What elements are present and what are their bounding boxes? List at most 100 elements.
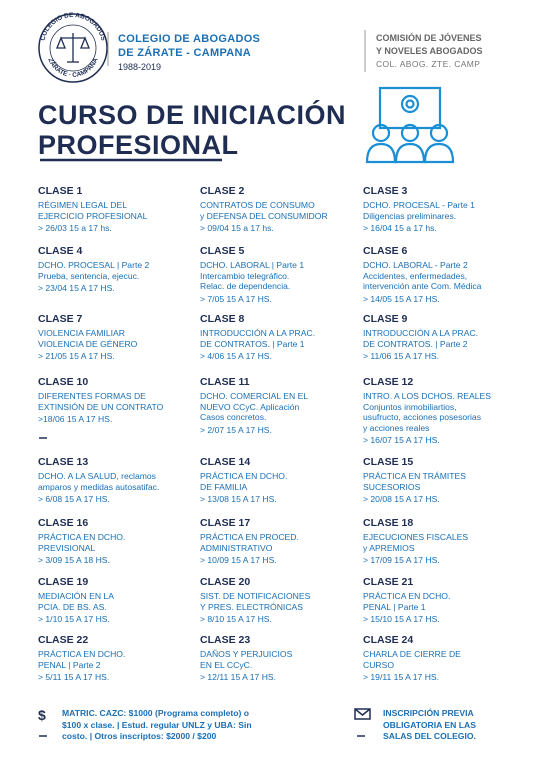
commission-line: COMISIÓN DE JÓVENES	[376, 33, 482, 43]
class-name: CLASE 13	[38, 456, 89, 468]
org-line: COLEGIO DE ABOGADOS	[118, 33, 261, 45]
class-name: CLASE 11	[200, 376, 250, 388]
class-item: CLASE 8 INTRODUCCIÓN A LA PRAC. DE CONTRAT…	[200, 313, 365, 362]
class-date: > 7/05 15 A 17 HS.	[200, 293, 272, 304]
class-date: > 20/08 15 A 17 HS.	[363, 494, 440, 504]
class-item: CLASE 19 MEDIACIÓN EN LA PCIA. DE BS. AS. >…	[38, 576, 203, 625]
class-topic: CURSO	[363, 659, 395, 670]
registration-line: SALAS DEL COLEGIO.	[383, 731, 476, 741]
class-date: > 16/04 15 a 17 hs.	[363, 223, 437, 233]
class-topic: CHARLA DE CIERRE DE	[363, 649, 461, 659]
class-topic: Relac. de dependencia.	[200, 281, 291, 291]
class-date: > 6/08 15 A 17 HS.	[38, 494, 110, 504]
class-date: > 19/11 15 A 17 HS.	[363, 672, 440, 682]
commission-sub: COL. ABOG. ZTE. CAMP	[376, 59, 481, 69]
class-topic: EJERCICIO PROFESIONAL	[38, 210, 148, 221]
class-item: CLASE 11 DCHO. COMERCIAL EN EL NUEVO CCyC.…	[200, 376, 365, 436]
class-topic: DCHO. PROCESAL - Parte 1	[363, 200, 475, 210]
class-topic: PRÁCTICA EN DCHO.	[363, 591, 451, 601]
class-item: CLASE 3 DCHO. PROCESAL - Parte 1 Diligenci…	[363, 185, 528, 234]
class-topic: PENAL | Parte 2	[38, 659, 101, 670]
class-icon	[365, 86, 455, 164]
class-item: CLASE 4 DCHO. PROCESAL | Parte 2 Prueba, s…	[38, 245, 203, 294]
class-topic: DE CONTRATOS. | Parte 1	[200, 338, 305, 349]
class-date: > 12/11 15 A 17 HS.	[200, 672, 277, 682]
class-topic: ADMINISTRATIVO	[200, 542, 273, 553]
class-topic: DCHO. COMERCIAL EN EL	[200, 391, 309, 401]
payment-line: MATRIC. CAZC: $1000 (Programa completo) …	[62, 708, 250, 718]
class-item: CLASE 14 PRÁCTICA EN DCHO. DE FAMILIA > 13/…	[200, 456, 365, 505]
class-topic: SUCESORIOS	[363, 481, 421, 492]
class-item: CLASE 13 DCHO. A LA SALUD, reclamos amparo…	[38, 456, 203, 505]
class-topic: DCHO. LABORAL - Parte 2	[363, 260, 468, 270]
payment-line: costo. | Otros inscriptos: $2000 / $200	[62, 731, 217, 741]
class-date: > 4/06 15 A 17 HS.	[200, 351, 272, 361]
class-item: CLASE 12 INTRO. A LOS DCHOS. REALES Conjun…	[363, 376, 528, 446]
class-date: > 14/05 15 A 17 HS.	[363, 293, 440, 304]
class-topic: PRÁCTICA EN TRÁMITES	[363, 471, 466, 481]
class-name: CLASE 18	[363, 517, 414, 529]
class-name: CLASE 16	[38, 517, 89, 529]
registration: INSCRIPCIÓN PREVIA OBLIGATORIA EN LAS SALA…	[383, 708, 476, 743]
class-date: >18/06 15 A 17 HS.	[38, 414, 113, 424]
class-date: > 26/03 15 a 17 hs.	[38, 223, 112, 233]
class-date: > 10/09 15 A 17 HS.	[200, 555, 277, 565]
class-topic: PRÁCTICA EN PROCED.	[200, 532, 299, 542]
seal-inner	[49, 24, 97, 72]
class-name: CLASE 10	[38, 376, 89, 388]
payment: MATRIC. CAZC: $1000 (Programa completo) …	[62, 708, 252, 743]
class-name: CLASE 21	[363, 576, 414, 588]
class-item: CLASE 22 PRÁCTICA EN DCHO. PENAL | Parte 2…	[38, 634, 203, 683]
class-topic: DCHO. LABORAL | Parte 1	[200, 260, 305, 270]
registration-line: OBLIGATORIA EN LAS	[383, 719, 476, 730]
class-item: CLASE 10 DIFERENTES FORMAS DE EXTINSIÓN DE…	[38, 376, 203, 425]
class-name: CLASE 19	[38, 576, 89, 588]
class-topic: Intercambio telegráfico.	[200, 270, 290, 281]
class-item: CLASE 16 PRÁCTICA EN DCHO. PREVISIONAL > 3/…	[38, 517, 203, 566]
class-item: CLASE 7 VIOLENCIA FAMILIAR VIOLENCIA DE GÉ…	[38, 313, 203, 362]
class-name: CLASE 24	[363, 634, 414, 646]
class-item: CLASE 18 EJECUCIONES FISCALES y APREMIOS > …	[363, 517, 528, 566]
class-topic: MEDIACIÓN EN LA	[38, 591, 114, 601]
years: 1988-2019	[118, 62, 162, 72]
class-date: > 2/07 15 A 17 HS.	[200, 424, 272, 435]
class-name: CLASE 15	[363, 456, 414, 468]
class-topic: DE FAMILIA	[200, 481, 248, 492]
class-date: > 21/05 15 A 17 HS.	[38, 351, 115, 361]
class-topic: Diligencias preliminares.	[363, 210, 457, 221]
class-topic: EJECUCIONES FISCALES	[363, 532, 469, 542]
class-topic: amparos y medidas autosatifac.	[38, 481, 160, 492]
commission: COMISIÓN DE JÓVENES Y NOVELES ABOGADOS	[376, 32, 483, 58]
class-item: CLASE 1 RÉGIMEN LEGAL DEL EJERCICIO PROFES…	[38, 185, 203, 234]
class-name: CLASE 23	[200, 634, 251, 646]
class-name: CLASE 4	[38, 245, 83, 257]
class-topic: INTRODUCCIÓN A LA PRAC.	[363, 328, 479, 338]
class-item: CLASE 17 PRÁCTICA EN PROCED. ADMINISTRATIV…	[200, 517, 365, 566]
class-topic: Conjuntos inmobiliartios,	[363, 401, 457, 412]
class-topic: EXTINSIÓN DE UN CONTRATO	[38, 401, 164, 412]
class-topic: DCHO. A LA SALUD, reclamos	[38, 471, 156, 481]
class-topic: SIST. DE NOTIFICACIONES	[200, 591, 311, 601]
class-date: > 16/07 15 A 17 HS.	[363, 435, 440, 445]
org-line: DE ZÁRATE - CAMPANA	[118, 47, 252, 59]
class-topic: Prueba, sentencia, ejecuc.	[38, 270, 140, 281]
class-topic: VIOLENCIA FAMILIAR	[38, 328, 125, 338]
class-item: CLASE 23 DAÑOS Y PERJUICIOS EN EL CCyC. > 1…	[200, 634, 365, 683]
class-topic: intervención ante Com. Médica	[363, 281, 482, 291]
class-date: > 09/04 15 a 17 hs.	[200, 223, 274, 233]
class-item: CLASE 15 PRÁCTICA EN TRÁMITES SUCESORIOS > …	[363, 456, 528, 505]
class-topic: PENAL | Parte 1	[363, 601, 426, 612]
class-topic: Y PRES. ELECTRÓNICAS	[200, 601, 303, 612]
class-name: CLASE 8	[200, 313, 245, 325]
class-topic: DIFERENTES FORMAS DE	[38, 391, 146, 401]
class-item: CLASE 5 DCHO. LABORAL | Parte 1 Intercambi…	[200, 245, 365, 305]
seal-ring	[38, 13, 108, 83]
class-date: > 11/06 15 A 17 HS.	[363, 351, 440, 361]
class-topic: usufructo, acciones posesorias	[363, 412, 481, 422]
class-topic: Casos concretos.	[200, 412, 267, 422]
class-name: CLASE 9	[363, 313, 408, 325]
class-date: > 3/09 15 A 18 HS.	[38, 555, 110, 565]
org-name: COLEGIO DE ABOGADOS DE ZÁRATE - CAMPANA	[118, 32, 260, 60]
